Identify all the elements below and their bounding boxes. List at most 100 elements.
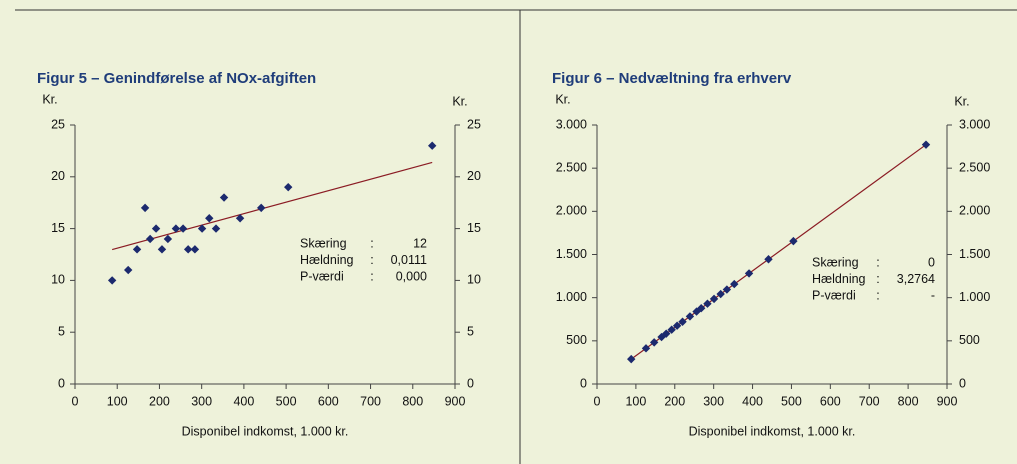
x-tick-label: 500: [276, 394, 297, 408]
x-tick-label: 900: [937, 394, 958, 408]
y2-tick-label: 20: [467, 169, 481, 183]
scatter-point: [205, 214, 214, 223]
y2-tick-label: 1.000: [959, 290, 990, 304]
y-tick-label: 500: [566, 333, 587, 347]
scatter-point: [730, 279, 739, 289]
y-tick-label: 15: [51, 221, 65, 235]
stat-label: P-værdi: [300, 269, 344, 283]
scatter-point: [107, 276, 117, 285]
x-tick-label: 800: [402, 394, 423, 408]
stat-value: 0: [928, 255, 935, 269]
x-tick-label: 200: [664, 394, 685, 408]
scatter-point: [764, 255, 773, 264]
y-tick-label: 20: [51, 169, 65, 183]
y2-tick-label: 1.500: [959, 247, 990, 261]
y-tick-label: 10: [51, 273, 65, 287]
scatter-point: [662, 329, 671, 338]
stat-label: Hældning: [812, 272, 866, 286]
scatter-point: [649, 338, 659, 347]
trendline: [111, 161, 433, 251]
y2-tick-label: 25: [467, 117, 481, 131]
scatter-point: [257, 203, 266, 213]
chart-title: Figur 6 – Nedvæltning fra erhverv: [552, 70, 792, 87]
x-tick-label: 300: [703, 394, 724, 408]
y2-tick-label: 0: [467, 376, 474, 390]
x-tick-label: 300: [191, 394, 212, 408]
scatter-point: [428, 141, 437, 150]
y2-tick-label: 500: [959, 333, 980, 347]
scatter-point: [744, 269, 754, 278]
scatter-point: [789, 236, 798, 246]
scatter-point: [140, 203, 150, 213]
scatter-point: [171, 224, 181, 233]
x-tick-label: 400: [742, 394, 763, 408]
scatter-point: [685, 312, 695, 321]
x-tick-label: 800: [898, 394, 919, 408]
scatter-point: [178, 224, 188, 233]
scatter-point: [197, 224, 207, 233]
x-tick-label: 900: [445, 394, 466, 408]
chart-title: Figur 5 – Genindførelse af NOx-afgiften: [37, 70, 316, 87]
x-tick-label: 0: [594, 394, 601, 408]
scatter-point: [672, 321, 682, 330]
stat-value: 12: [413, 236, 427, 250]
scatter-point: [709, 294, 719, 304]
y-tick-label: 5: [58, 324, 65, 338]
stat-label: Skæring: [300, 236, 347, 250]
y-tick-label: 3.000: [556, 117, 587, 131]
scatter-point: [190, 245, 200, 254]
stat-separator: :: [370, 253, 373, 267]
y-tick-label: 2.500: [556, 160, 587, 174]
scatter-point: [145, 234, 155, 244]
scatter-point: [667, 325, 676, 334]
x-axis-title: Disponibel indkomst, 1.000 kr.: [182, 424, 349, 438]
y2-tick-label: 3.000: [959, 117, 990, 131]
y2-tick-label: 2.000: [959, 204, 990, 218]
y-tick-label: 1.000: [556, 290, 587, 304]
stat-separator: :: [876, 272, 879, 286]
scatter-point: [678, 317, 687, 326]
scatter-point: [627, 354, 636, 364]
x-tick-label: 100: [107, 394, 128, 408]
y2-tick-label: 15: [467, 221, 481, 235]
stat-separator: :: [370, 236, 373, 250]
stat-value: 0,000: [396, 269, 427, 283]
scatter-point: [219, 193, 229, 202]
y2-axis-title: Kr.: [452, 94, 467, 108]
stat-label: P-værdi: [812, 288, 856, 302]
scatter-point: [697, 303, 706, 313]
scatter-point: [284, 182, 293, 192]
x-axis-title: Disponibel indkomst, 1.000 kr.: [689, 424, 856, 438]
stat-label: Skæring: [812, 255, 859, 269]
x-tick-label: 400: [233, 394, 254, 408]
x-tick-label: 100: [625, 394, 646, 408]
scatter-point: [641, 344, 651, 353]
y-tick-label: 0: [58, 376, 65, 390]
y-tick-label: 1.500: [556, 247, 587, 261]
x-tick-label: 700: [859, 394, 880, 408]
y-tick-label: 0: [580, 376, 587, 390]
scatter-point: [183, 245, 193, 254]
y-axis-title: Kr.: [42, 92, 57, 106]
stat-value: 3,2764: [897, 272, 935, 286]
y-tick-label: 2.000: [556, 204, 587, 218]
y2-axis-title: Kr.: [954, 94, 969, 108]
x-tick-label: 500: [781, 394, 802, 408]
scatter-point: [716, 289, 725, 299]
scatter-point: [703, 299, 712, 308]
x-tick-label: 0: [72, 394, 79, 408]
stat-separator: :: [876, 288, 879, 302]
stat-separator: :: [370, 269, 373, 283]
stat-label: Hældning: [300, 253, 354, 267]
scatter-point: [235, 214, 245, 223]
x-tick-label: 600: [318, 394, 339, 408]
scatter-point: [921, 140, 931, 149]
y-tick-label: 25: [51, 117, 65, 131]
scatter-point: [132, 245, 142, 254]
y2-tick-label: 5: [467, 324, 474, 338]
scatter-point: [211, 224, 221, 233]
y-axis-title: Kr.: [555, 92, 570, 106]
x-tick-label: 600: [820, 394, 841, 408]
